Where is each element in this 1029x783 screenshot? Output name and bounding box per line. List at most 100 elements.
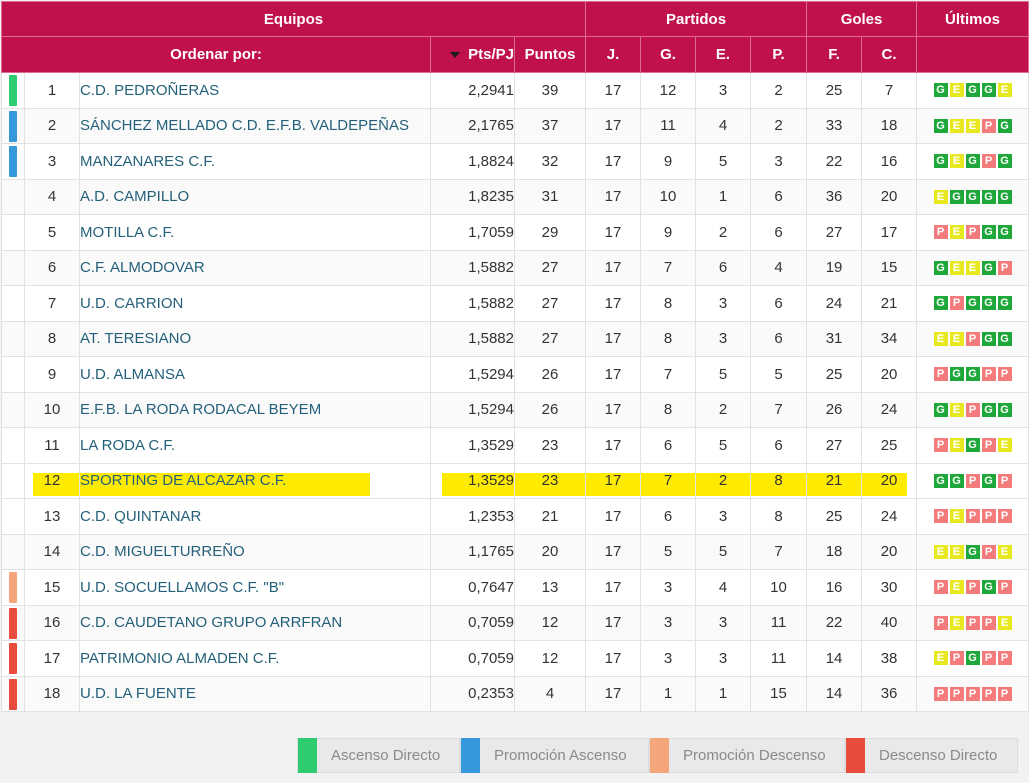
position-cell: 1 [24, 72, 80, 109]
form-chip: E [949, 580, 964, 595]
team-link[interactable]: U.D. ALMANSA [79, 356, 431, 393]
table-row: 1 C.D. PEDROÑERAS 2,2941 39 17 12 3 2 25 7 G E G G E [1, 72, 1029, 109]
zone-cell [1, 604, 25, 641]
zone-cell [1, 462, 25, 499]
position-cell: 16 [24, 604, 80, 641]
sort-empatados-column[interactable]: E. [695, 36, 752, 73]
pts-per-game-cell: 1,5882 [430, 249, 515, 286]
won-cell: 3 [640, 569, 697, 606]
lost-cell: 6 [750, 427, 808, 464]
team-link[interactable]: SPORTING DE ALCAZAR C.F. [79, 462, 431, 499]
team-link[interactable]: E.F.B. LA RODA RODACAL BEYEM [79, 391, 431, 428]
team-link[interactable]: U.D. CARRION [79, 285, 431, 322]
table-row: 4 A.D. CAMPILLO 1,8235 31 17 10 1 6 36 20 E G G G G [1, 178, 1029, 215]
legend-label: Promoción Ascenso [494, 747, 627, 764]
drawn-cell: 2 [695, 391, 752, 428]
team-link[interactable]: C.D. CAUDETANO GRUPO ARRFRAN [79, 604, 431, 641]
sort-pts-pj-label: Pts/PJ [468, 46, 514, 63]
form-chip: G [981, 189, 996, 204]
form-chip: P [965, 473, 980, 488]
goals-for-cell: 25 [806, 356, 863, 393]
sort-contra-column[interactable]: C. [861, 36, 918, 73]
lost-cell: 10 [750, 569, 808, 606]
lost-cell: 7 [750, 391, 808, 428]
form-chip: G [933, 296, 948, 311]
won-cell: 11 [640, 107, 697, 144]
team-link[interactable]: MOTILLA C.F. [79, 214, 431, 251]
lost-cell: 2 [750, 72, 808, 109]
won-cell: 7 [640, 249, 697, 286]
team-link[interactable]: C.D. PEDROÑERAS [79, 72, 431, 109]
sort-perdidos-column[interactable]: P. [750, 36, 808, 73]
zone-marker [9, 75, 17, 106]
team-link[interactable]: U.D. LA FUENTE [79, 675, 431, 712]
points-cell: 27 [513, 285, 587, 322]
drawn-cell: 5 [695, 427, 752, 464]
pts-per-game-cell: 2,1765 [430, 107, 515, 144]
standings-body: 1 C.D. PEDROÑERAS 2,2941 39 17 12 3 2 25 7 G E G G E 2 S… [1, 72, 1029, 712]
team-link[interactable]: U.D. SOCUELLAMOS C.F. "B" [79, 569, 431, 606]
form-chip: G [965, 189, 980, 204]
form-chip: P [997, 473, 1012, 488]
form-chip: E [949, 509, 964, 524]
form-chip: G [997, 296, 1012, 311]
won-cell: 6 [640, 498, 697, 535]
zone-cell [1, 143, 25, 180]
table-row: 6 C.F. ALMODOVAR 1,5882 27 17 7 6 4 19 15 G E E G P [1, 249, 1029, 286]
form-chip: E [949, 615, 964, 630]
form-chip: G [981, 83, 996, 98]
pts-per-game-cell: 1,1765 [430, 533, 515, 570]
sort-jugados-column[interactable]: J. [585, 36, 642, 73]
position-cell: 10 [24, 391, 80, 428]
team-link[interactable]: A.D. CAMPILLO [79, 178, 431, 215]
form-chip: G [933, 260, 948, 275]
form-chip: P [965, 686, 980, 701]
team-link[interactable]: AT. TERESIANO [79, 320, 431, 357]
team-link[interactable]: MANZANARES C.F. [79, 143, 431, 180]
lost-cell: 6 [750, 285, 808, 322]
goals-for-cell: 31 [806, 320, 863, 357]
won-cell: 3 [640, 604, 697, 641]
team-link[interactable]: C.D. MIGUELTURREÑO [79, 533, 431, 570]
won-cell: 10 [640, 178, 697, 215]
sort-pts-pj-column[interactable]: Pts/PJ [430, 36, 515, 73]
goals-against-cell: 21 [861, 285, 918, 322]
team-link[interactable]: C.D. QUINTANAR [79, 498, 431, 535]
points-cell: 4 [513, 675, 587, 712]
zone-marker [9, 572, 17, 603]
zone-marker [9, 678, 17, 710]
won-cell: 9 [640, 143, 697, 180]
lost-cell: 11 [750, 604, 808, 641]
played-cell: 17 [585, 462, 642, 499]
sort-puntos-column[interactable]: Puntos [513, 36, 587, 73]
form-chip: P [965, 331, 980, 346]
form-chip: G [981, 402, 996, 417]
form-chip: E [949, 438, 964, 453]
team-link[interactable]: C.F. ALMODOVAR [79, 249, 431, 286]
form-chip: E [949, 154, 964, 169]
form-chip: G [981, 225, 996, 240]
won-cell: 1 [640, 675, 697, 712]
sort-favor-column[interactable]: F. [806, 36, 863, 73]
zone-legend: Ascenso Directo Promoción Ascenso Promoc… [297, 738, 1018, 773]
team-link[interactable]: SÁNCHEZ MELLADO C.D. E.F.B. VALDEPEÑAS [79, 107, 431, 144]
sort-ganados-column[interactable]: G. [640, 36, 697, 73]
position-cell: 14 [24, 533, 80, 570]
team-link[interactable]: PATRIMONIO ALMADEN C.F. [79, 640, 431, 677]
team-link[interactable]: LA RODA C.F. [79, 427, 431, 464]
form-chip: P [997, 580, 1012, 595]
form-chip: G [933, 473, 948, 488]
won-cell: 8 [640, 285, 697, 322]
goals-for-cell: 14 [806, 675, 863, 712]
position-cell: 9 [24, 356, 80, 393]
points-cell: 27 [513, 249, 587, 286]
form-chip: G [965, 154, 980, 169]
table-row: 2 SÁNCHEZ MELLADO C.D. E.F.B. VALDEPEÑAS 2… [1, 107, 1029, 144]
goals-against-cell: 24 [861, 391, 918, 428]
highlight-bar [862, 472, 908, 496]
played-cell: 17 [585, 675, 642, 712]
